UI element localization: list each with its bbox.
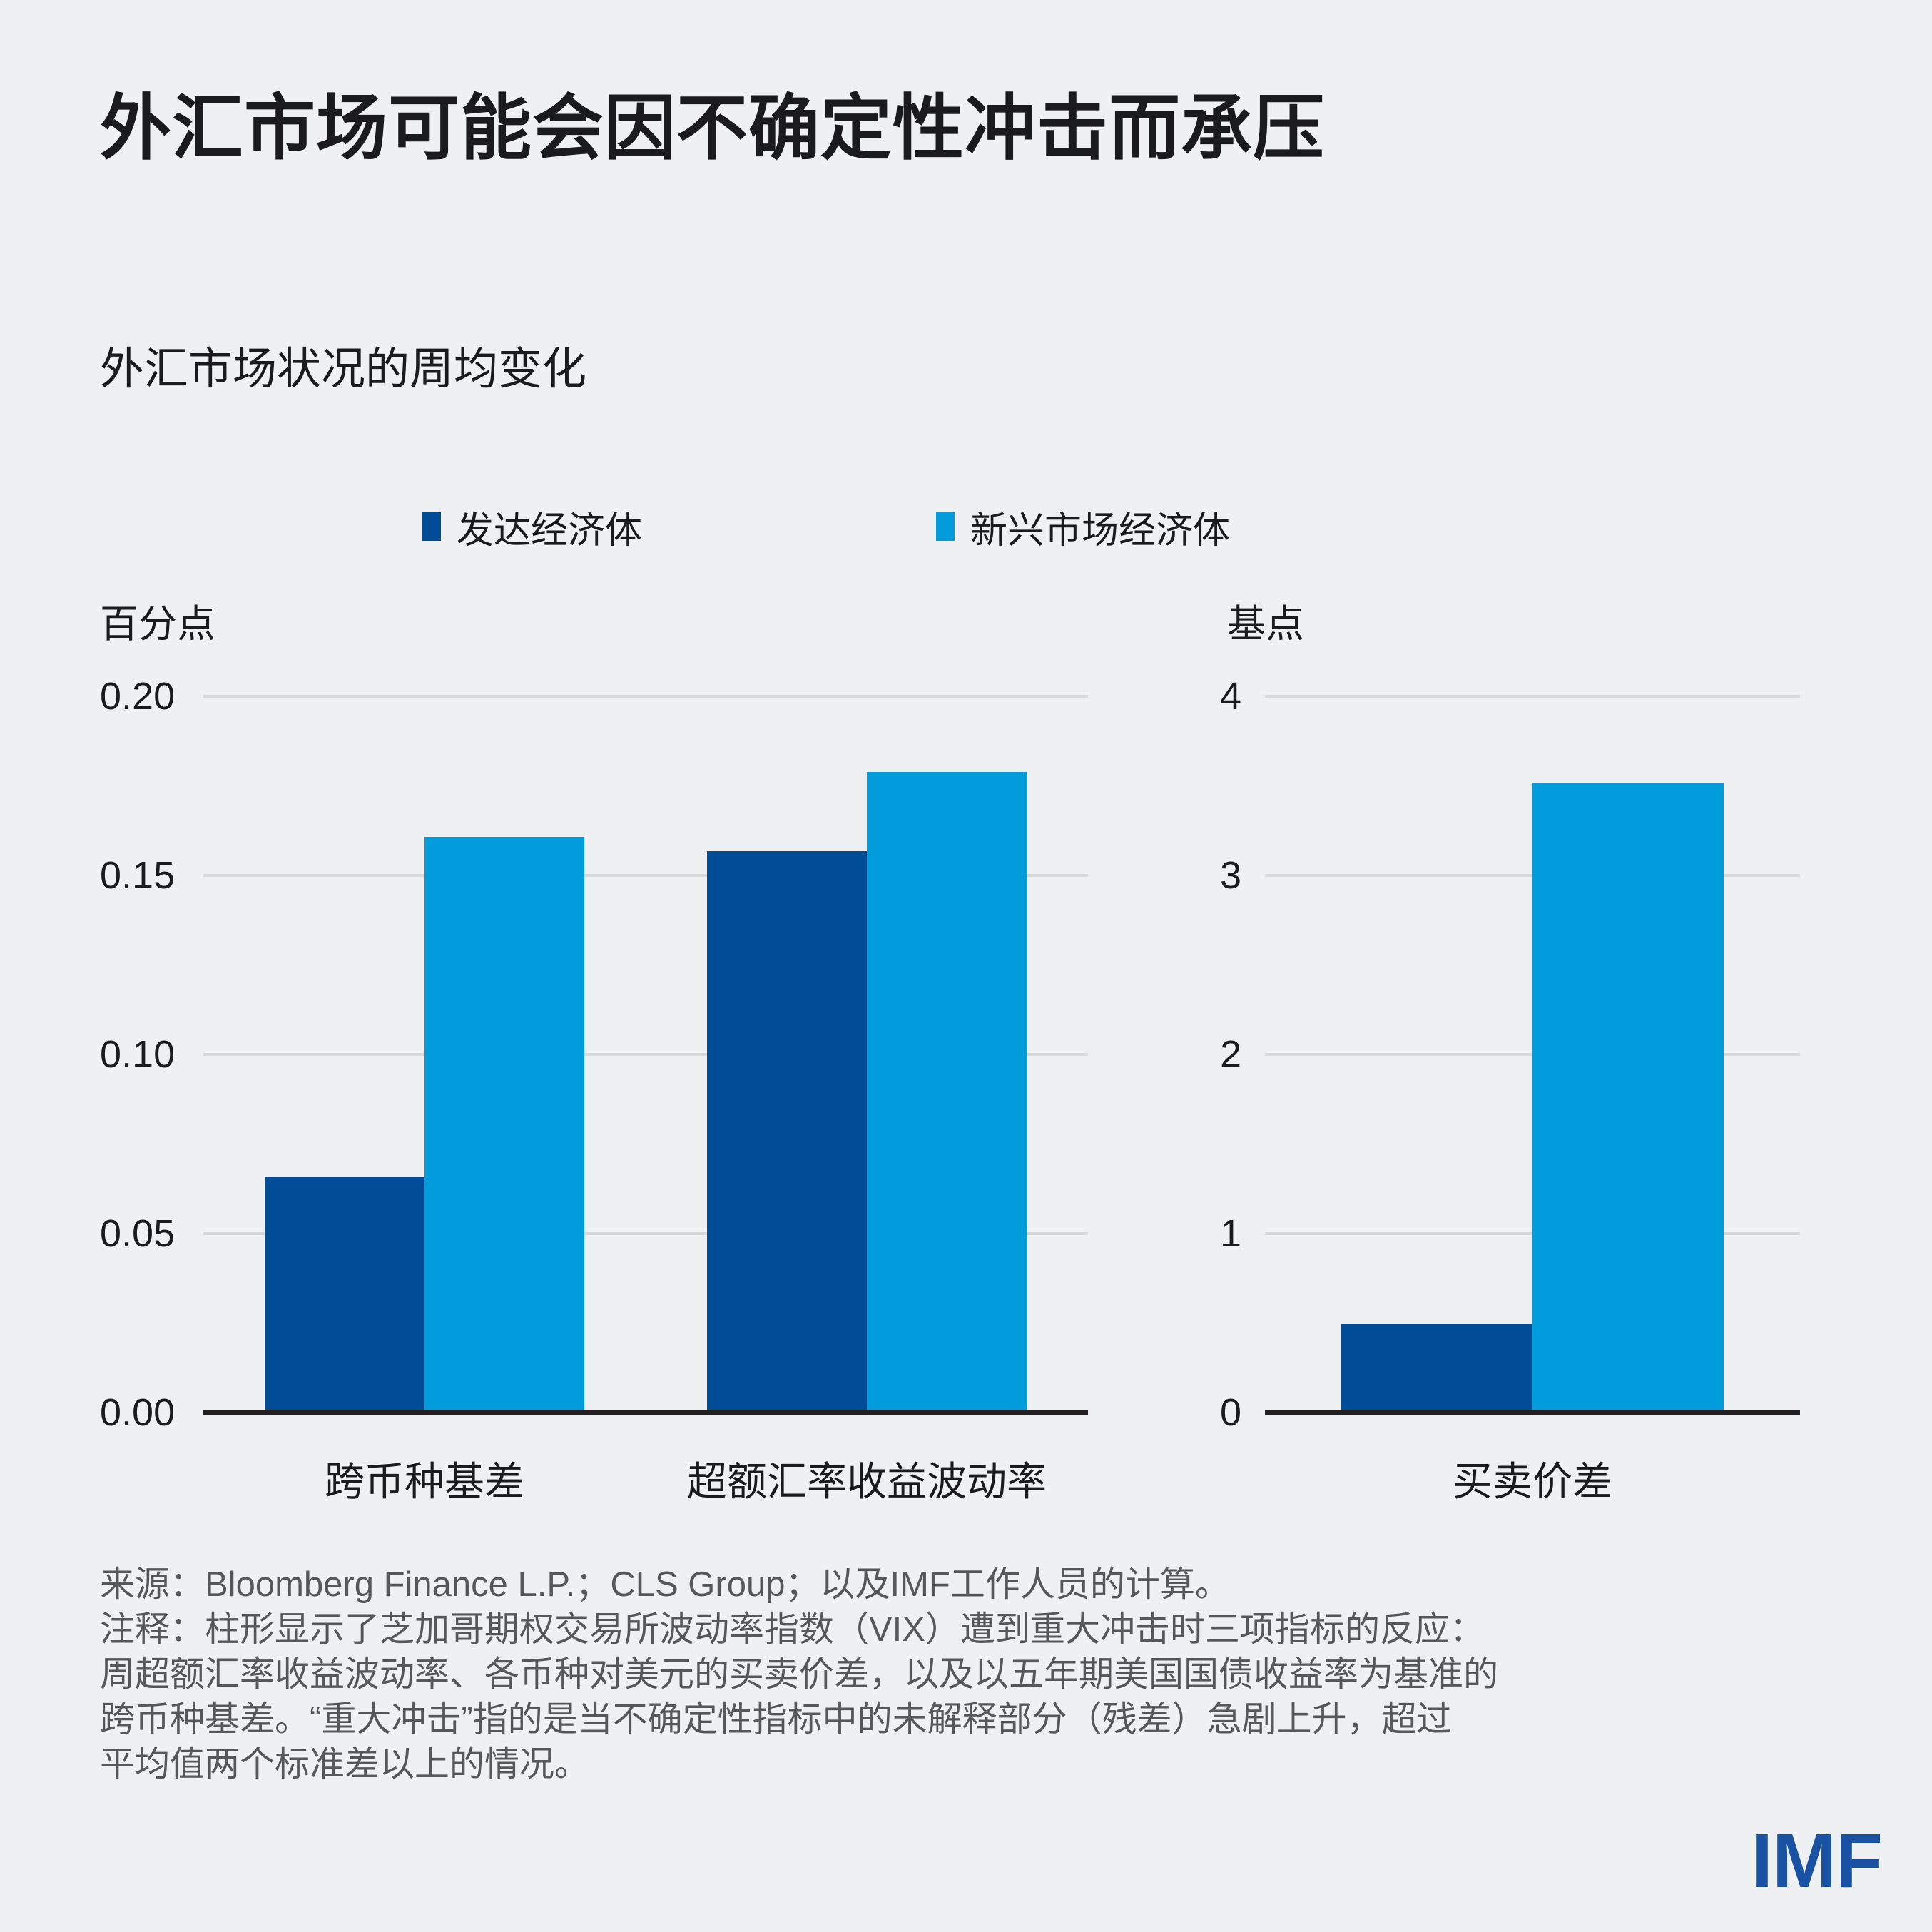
y-tick-label: 0.15 — [100, 854, 176, 897]
bar-新兴市场经济体-买卖价差 — [1532, 783, 1724, 1410]
gridline — [203, 1232, 1088, 1235]
y-tick-label: 0.00 — [100, 1391, 176, 1434]
legend-item-advanced-economies: 发达经济体 — [422, 505, 642, 551]
x-axis-line — [1265, 1410, 1800, 1415]
right-axis-unit-label: 基点 — [1227, 603, 1304, 646]
gridline — [1265, 695, 1800, 698]
y-tick-label: 4 — [1220, 675, 1242, 718]
note-line: 注释：柱形显示了芝加哥期权交易所波动率指数（VIX）遭到重大冲击时三项指标的反应… — [100, 1610, 1485, 1649]
gridline — [203, 1053, 1088, 1056]
category-label: 买卖价差 — [1453, 1459, 1612, 1504]
left-chart-plot: 0.20 0.15 0.10 0.05 0.00 跨币种基差 超额汇率收益波动率 — [100, 675, 1088, 1504]
y-tick-label: 0.20 — [100, 675, 176, 718]
note-line: 周超额汇率收益波动率、各币种对美元的买卖价差，以及以五年期美国国债收益率为基准的 — [100, 1655, 1499, 1694]
note-line: 跨币种基差。“重大冲击”指的是当不确定性指标中的未解释部分（残差）急剧上升，超过 — [100, 1700, 1452, 1739]
source-line: 来源：Bloomberg Finance L.P.；CLS Group；以及IM… — [100, 1565, 1230, 1604]
bar-发达经济体-跨币种基差 — [265, 1177, 424, 1410]
y-tick-label: 0.05 — [100, 1212, 176, 1255]
bar-新兴市场经济体-跨币种基差 — [424, 837, 584, 1410]
legend-label-emerging-markets: 新兴市场经济体 — [970, 509, 1231, 551]
legend-item-emerging-markets: 新兴市场经济体 — [936, 505, 1230, 551]
bar-新兴市场经济体-超额汇率收益波动率 — [867, 772, 1027, 1410]
imf-logo: IMF — [1751, 1817, 1883, 1903]
left-axis-unit-label: 百分点 — [100, 603, 215, 646]
bar-发达经济体-买卖价差 — [1341, 1324, 1532, 1410]
chart-subtitle: 外汇市场状况的周均变化 — [100, 345, 587, 394]
y-tick-label: 0.10 — [100, 1033, 176, 1076]
category-label: 超额汇率收益波动率 — [687, 1459, 1047, 1504]
y-tick-label: 3 — [1220, 854, 1242, 897]
x-axis-line — [203, 1410, 1088, 1415]
y-tick-label: 2 — [1220, 1033, 1242, 1076]
legend-label-advanced-economies: 发达经济体 — [457, 509, 643, 551]
right-chart-plot: 4 3 2 1 0 买卖价差 — [1220, 675, 1800, 1504]
gridline — [203, 874, 1088, 877]
legend-marker-advanced-economies — [422, 512, 441, 541]
bar-发达经济体-超额汇率收益波动率 — [707, 851, 867, 1410]
note-line: 平均值两个标准差以上的情况。 — [100, 1745, 590, 1784]
page-title: 外汇市场可能会因不确定性冲击而承压 — [100, 88, 1325, 168]
y-tick-label: 1 — [1220, 1212, 1242, 1255]
y-tick-label: 0 — [1220, 1391, 1242, 1434]
category-label: 跨币种基差 — [325, 1459, 524, 1504]
source-and-notes: 来源：Bloomberg Finance L.P.；CLS Group；以及IM… — [100, 1562, 1498, 1787]
gridline — [203, 695, 1088, 698]
legend-marker-emerging-markets — [936, 512, 955, 541]
